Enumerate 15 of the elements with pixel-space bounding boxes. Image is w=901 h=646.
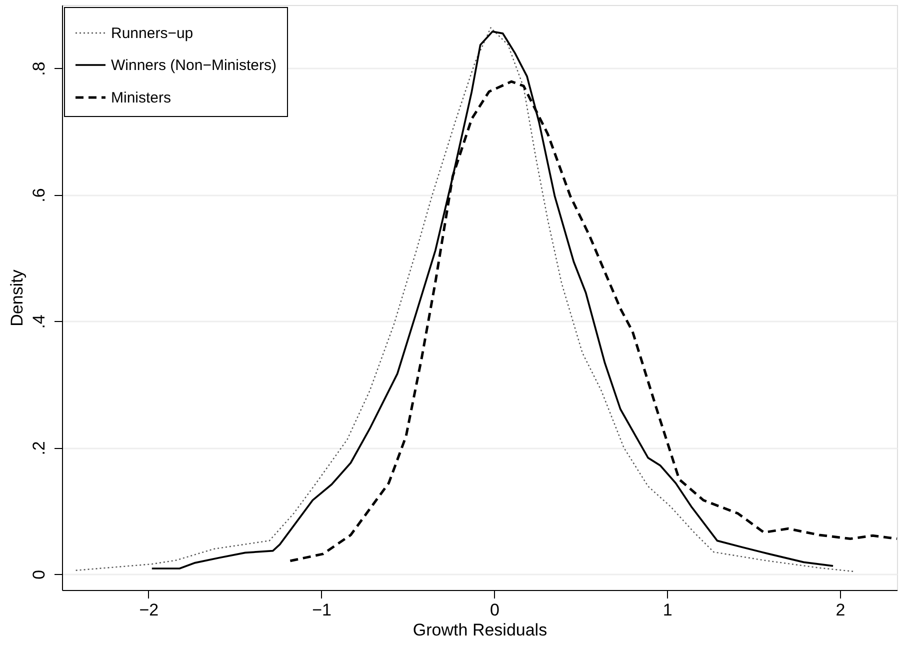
x-tick-label: 0	[490, 600, 500, 620]
x-tick-label: −2	[139, 600, 159, 620]
y-tick-label: .4	[30, 314, 48, 329]
legend-label: Runners−up	[111, 25, 194, 42]
legend-label: Ministers	[111, 90, 172, 106]
legend-label: Winners (Non−Ministers)	[111, 57, 276, 74]
y-axis-title: Density	[8, 269, 26, 326]
y-tick-label: .8	[30, 62, 48, 76]
y-tick-label: 0	[30, 570, 48, 580]
y-tick-label: .2	[30, 441, 48, 456]
x-tick-label: 1	[662, 600, 672, 620]
y-tick-label: .6	[30, 188, 48, 202]
x-tick-label: 2	[836, 600, 846, 620]
x-tick-label: −1	[312, 600, 332, 620]
x-axis-title: Growth Residuals	[412, 620, 548, 640]
